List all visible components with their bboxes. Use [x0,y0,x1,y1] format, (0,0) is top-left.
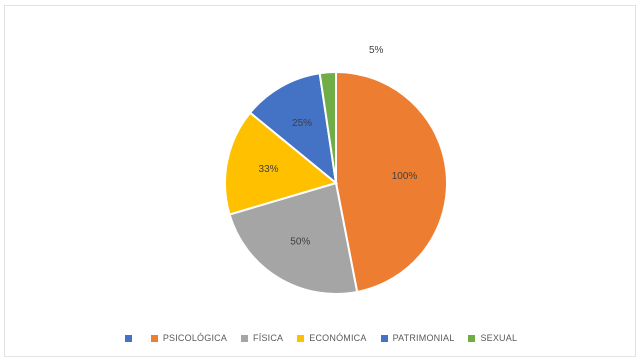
legend: PSICOLÓGICA FÍSICA ECONÓMICA PATRIMONIAL… [0,333,642,343]
legend-swatch [297,334,305,342]
legend-item-unlabeled [124,334,137,342]
legend-label: ECONÓMICA [309,333,367,343]
data-label-sexual: 5% [369,45,384,56]
legend-item-psicologica: PSICOLÓGICA [150,333,228,343]
legend-swatch [380,334,388,342]
pie-slice-sexual [318,70,337,184]
legend-label: FÍSICA [253,333,284,343]
legend-swatch [124,334,132,342]
legend-label: SEXUAL [480,333,518,343]
legend-item-fisica: FÍSICA [241,333,283,343]
data-label-economica: 33% [259,164,279,175]
pie-slice-psicologica [335,70,448,294]
pie-slice-economica [224,111,339,216]
pie-slice-fisica [228,181,359,295]
legend-label: PATRIMONIAL [392,333,455,343]
legend-item-sexual: SEXUAL [468,333,517,343]
legend-swatch [150,334,158,342]
pie-slice-patrimonial [248,72,338,186]
legend-swatch [468,334,476,342]
legend-item-economica: ECONÓMICA [297,333,366,343]
legend-swatch [241,334,249,342]
legend-label: PSICOLÓGICA [162,333,228,343]
data-label-fisica: 50% [290,236,310,247]
data-label-patrimonial: 25% [292,118,312,129]
data-label-psicologica: 100% [392,171,418,182]
legend-item-patrimonial: PATRIMONIAL [380,333,455,343]
